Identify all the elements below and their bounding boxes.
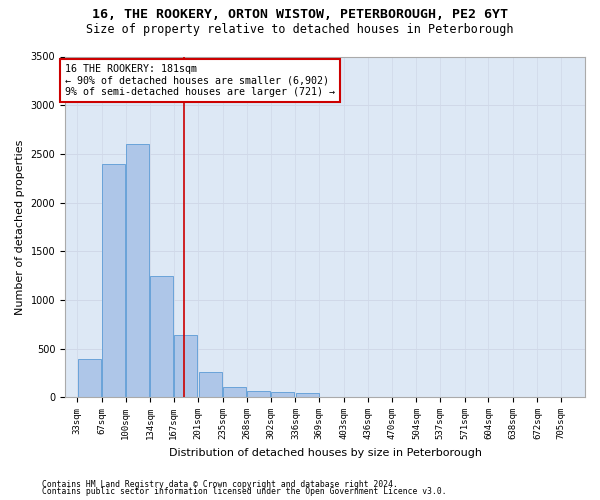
Bar bbox=[247, 392, 270, 397]
Bar bbox=[174, 335, 197, 397]
Y-axis label: Number of detached properties: Number of detached properties bbox=[15, 139, 25, 314]
Text: Size of property relative to detached houses in Peterborough: Size of property relative to detached ho… bbox=[86, 22, 514, 36]
Text: 16, THE ROOKERY, ORTON WISTOW, PETERBOROUGH, PE2 6YT: 16, THE ROOKERY, ORTON WISTOW, PETERBORO… bbox=[92, 8, 508, 20]
Text: Contains HM Land Registry data © Crown copyright and database right 2024.: Contains HM Land Registry data © Crown c… bbox=[42, 480, 398, 489]
Bar bbox=[77, 359, 101, 397]
Text: Contains public sector information licensed under the Open Government Licence v3: Contains public sector information licen… bbox=[42, 487, 446, 496]
Bar bbox=[223, 388, 246, 397]
Bar bbox=[296, 394, 319, 397]
X-axis label: Distribution of detached houses by size in Peterborough: Distribution of detached houses by size … bbox=[169, 448, 482, 458]
Bar bbox=[150, 276, 173, 397]
Bar bbox=[102, 164, 125, 397]
Bar bbox=[126, 144, 149, 397]
Bar bbox=[199, 372, 222, 397]
Bar bbox=[271, 392, 295, 397]
Text: 16 THE ROOKERY: 181sqm
← 90% of detached houses are smaller (6,902)
9% of semi-d: 16 THE ROOKERY: 181sqm ← 90% of detached… bbox=[65, 64, 335, 98]
